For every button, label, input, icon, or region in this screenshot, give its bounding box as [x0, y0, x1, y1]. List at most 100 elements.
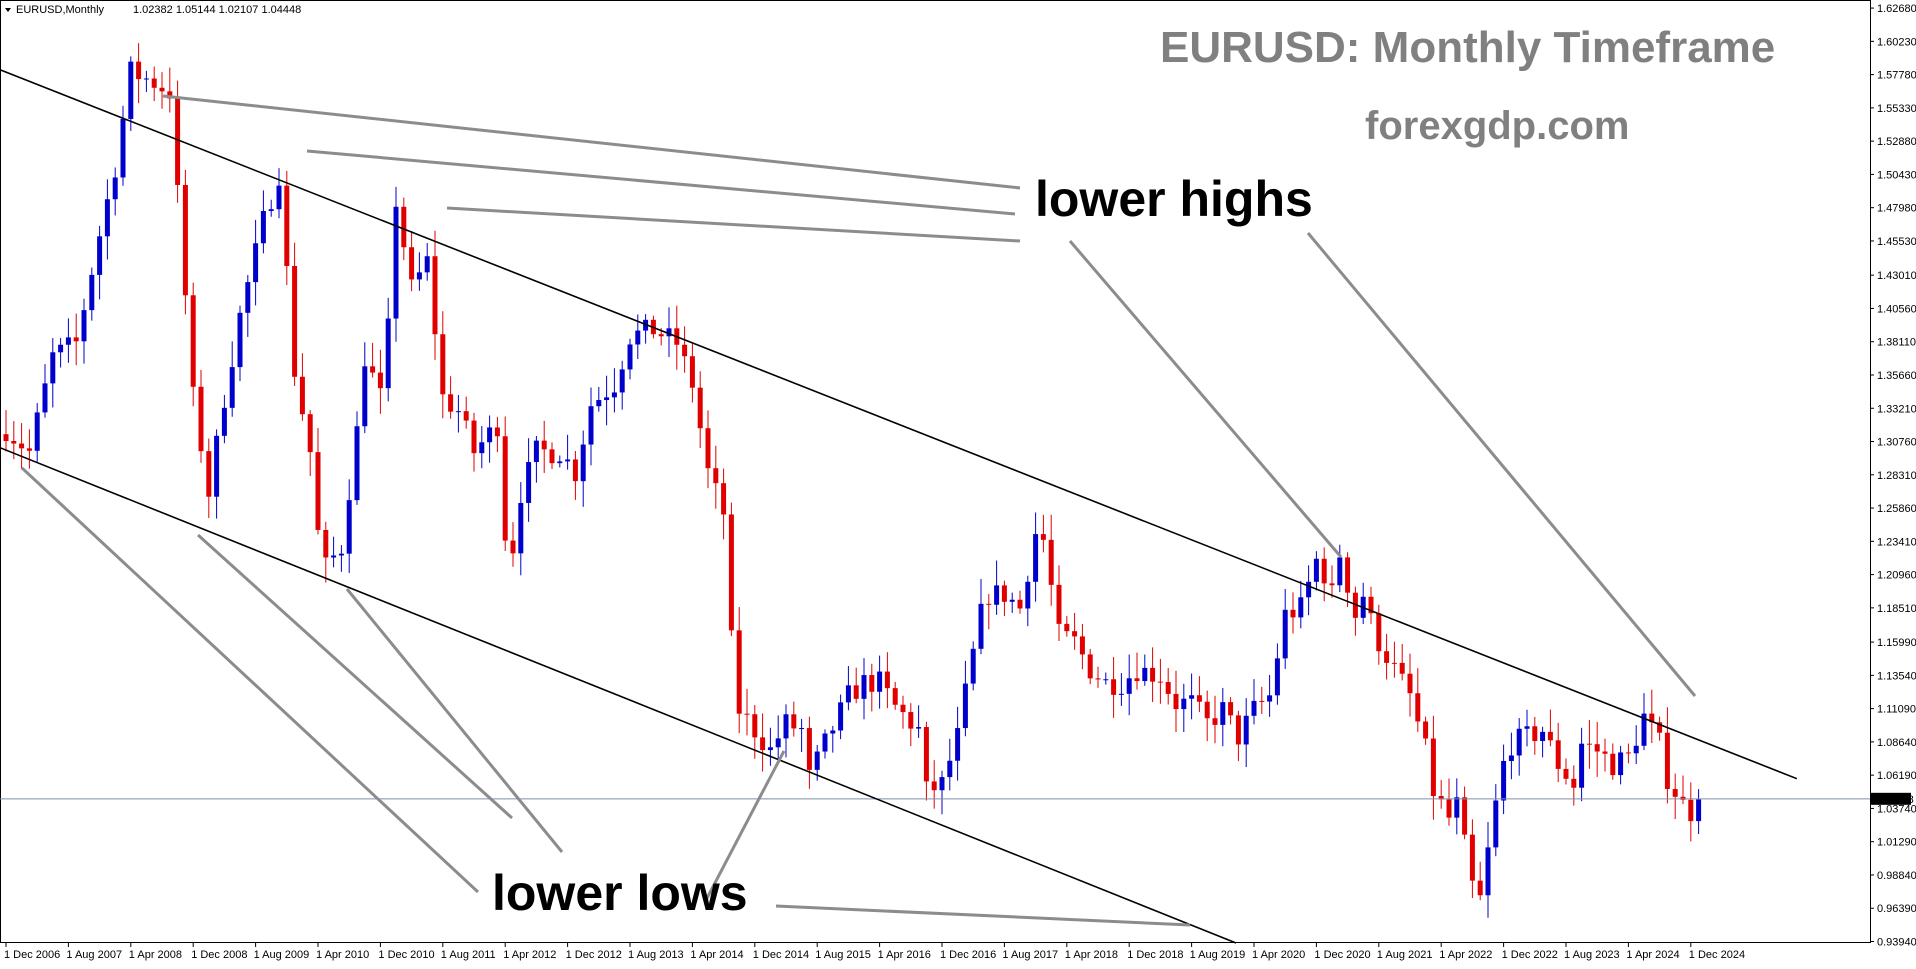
candle-body — [604, 397, 610, 401]
candle-body — [869, 675, 875, 692]
candle-body — [1384, 651, 1390, 663]
candle-body — [416, 272, 422, 280]
candle-body — [377, 372, 383, 389]
candle-body — [783, 714, 789, 739]
current-price-label: 1.04448 — [1874, 794, 1914, 806]
candle-body — [806, 728, 812, 770]
candle-body — [1399, 662, 1405, 674]
y-tick-label: 1.11090 — [1877, 704, 1916, 716]
y-tick-label: 1.28310 — [1877, 470, 1916, 482]
candle-body — [1641, 713, 1647, 746]
candle-body — [1454, 797, 1460, 818]
candle-body — [1664, 732, 1670, 790]
candle-body — [1298, 597, 1304, 618]
candle-body — [58, 344, 64, 353]
candle-body — [1547, 731, 1553, 741]
candle-body — [1048, 539, 1054, 585]
candle-body — [292, 266, 298, 377]
candle-body — [1485, 847, 1491, 896]
candle-body — [736, 630, 742, 714]
candle-body — [510, 540, 516, 554]
candle-body — [1056, 584, 1062, 624]
candle-body — [884, 671, 890, 689]
candle-body — [1477, 880, 1483, 896]
x-tick-label: 1 Dec 2020 — [1314, 949, 1370, 961]
candle-body — [245, 282, 251, 313]
candle-body — [518, 502, 524, 554]
candle-body — [1157, 681, 1163, 683]
candle-body — [1321, 558, 1327, 584]
candle-body — [627, 344, 633, 370]
candle-body — [1033, 534, 1039, 582]
candle-body — [260, 211, 266, 244]
candle-body — [822, 733, 828, 752]
candle-body — [448, 394, 454, 412]
annotation-pointer-line — [196, 533, 514, 820]
y-tick-label: 0.98840 — [1877, 870, 1916, 882]
candle-body — [916, 727, 922, 729]
candle-body — [393, 206, 399, 319]
candle-body — [1680, 796, 1686, 800]
candle-body — [541, 440, 547, 450]
candle-body — [799, 728, 805, 730]
candle-body — [221, 407, 227, 436]
y-tick-label: 1.50430 — [1877, 169, 1916, 181]
chart-subtitle: forexgdp.com — [1365, 104, 1629, 148]
candle-body — [1618, 752, 1624, 776]
candle-body — [26, 448, 32, 451]
candle-body — [1391, 662, 1397, 664]
candle-body — [229, 367, 235, 408]
candle-body — [931, 781, 937, 791]
candle-body — [1415, 693, 1421, 722]
candle-body — [11, 440, 17, 444]
annotation-pointer-line — [20, 466, 480, 894]
candle-body — [284, 185, 290, 267]
y-tick-label: 1.43010 — [1877, 270, 1916, 282]
candle-body — [175, 98, 181, 185]
candle-body — [1672, 789, 1678, 797]
candle-body — [1306, 581, 1312, 598]
candle-body — [1134, 678, 1140, 682]
y-tick-label: 1.47980 — [1877, 203, 1916, 215]
y-tick-label: 1.01290 — [1877, 837, 1916, 849]
annotation-pointer-line — [306, 149, 1016, 216]
candle-body — [1228, 702, 1234, 716]
candle-body — [81, 310, 87, 342]
candle-body — [370, 366, 376, 373]
candle-body — [1142, 667, 1148, 682]
candle-body — [619, 369, 625, 393]
candle-body — [409, 247, 415, 280]
candle-body — [1688, 799, 1694, 822]
candle-body — [814, 751, 820, 770]
y-tick-label: 1.30760 — [1877, 437, 1916, 449]
candle-body — [994, 585, 1000, 605]
annotation-pointer-line — [775, 904, 1191, 927]
candle-body — [315, 452, 321, 530]
candle-body — [1072, 631, 1078, 637]
candle-body — [268, 209, 274, 212]
candle-body — [1009, 599, 1015, 602]
candle-body — [908, 712, 914, 729]
candle-body — [1376, 613, 1382, 652]
annotation-pointer-line — [446, 206, 1021, 243]
candle-body — [190, 295, 196, 387]
candle-body — [1267, 695, 1273, 702]
candle-body — [1196, 695, 1202, 702]
upper-channel-line — [0, 68, 1798, 780]
candle-body — [206, 451, 212, 497]
candle-body — [19, 443, 25, 449]
candle-body — [214, 435, 220, 497]
candle-body — [697, 387, 703, 429]
y-tick-label: 1.60230 — [1877, 36, 1916, 48]
candle-body — [136, 61, 142, 80]
candle-body — [331, 555, 337, 558]
candle-body — [50, 352, 56, 384]
candle-body — [580, 444, 586, 482]
candle-body — [1633, 745, 1639, 754]
candle-body — [167, 91, 173, 99]
y-tick-label: 1.40560 — [1877, 303, 1916, 315]
annotation-pointer-line — [1306, 232, 1697, 697]
ohlc-label: 1.02382 1.05144 1.02107 1.04448 — [133, 4, 301, 16]
x-tick-label: 1 Dec 2010 — [378, 949, 434, 961]
y-tick-label: 1.35660 — [1877, 370, 1916, 382]
